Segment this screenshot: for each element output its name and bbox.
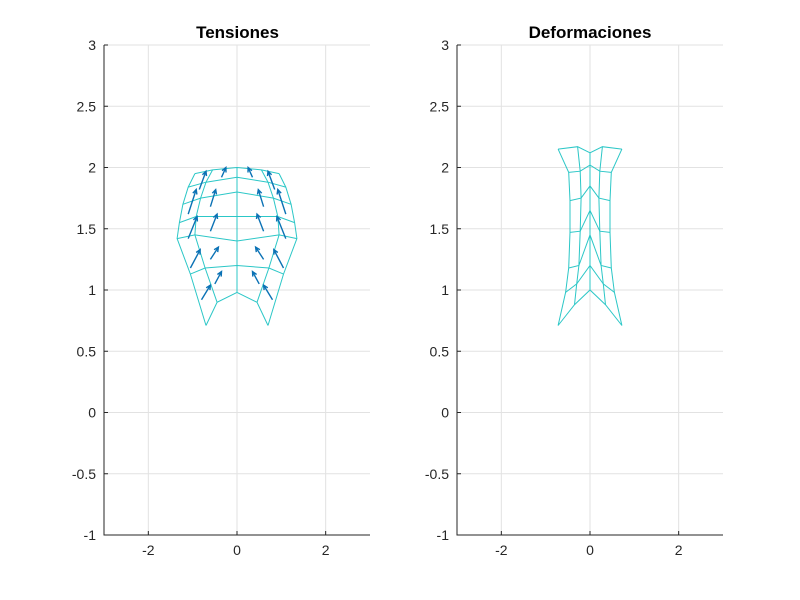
stress-arrow xyxy=(209,188,218,207)
axes-frame xyxy=(456,45,723,536)
stress-arrow xyxy=(189,248,201,269)
mesh-line xyxy=(179,216,295,224)
tensiones-plot: Tensiones -2 0 2 -1 -0.5 0 0.5 1 1.5 2 2.5 3 xyxy=(72,23,370,558)
x-tick-label: -2 xyxy=(142,542,155,558)
stress-arrow xyxy=(256,188,265,207)
y-tick-label: 1 xyxy=(88,282,96,298)
x-tick-label: -2 xyxy=(495,542,508,558)
x-tick-label: 2 xyxy=(675,542,683,558)
y-tick-label: 0.5 xyxy=(77,343,97,359)
stress-arrow xyxy=(187,214,199,239)
y-tick-label: 2.5 xyxy=(430,98,450,114)
x-tick-label: 0 xyxy=(586,542,594,558)
mesh-line xyxy=(557,148,571,326)
stress-arrow xyxy=(187,187,198,215)
y-tick-label: 2.5 xyxy=(77,98,97,114)
stress-arrow xyxy=(198,169,208,190)
stress-arrow xyxy=(254,245,265,260)
mesh-line xyxy=(568,164,612,173)
mesh-line xyxy=(190,264,284,275)
stress-arrow xyxy=(200,283,212,301)
axes-frame xyxy=(103,45,370,536)
y-tick-label: 2 xyxy=(441,160,449,176)
mesh-line xyxy=(188,176,286,188)
mesh-line xyxy=(194,166,280,175)
mesh-line xyxy=(558,146,622,154)
stress-arrow xyxy=(247,166,254,178)
y-tick-label: 1 xyxy=(441,282,449,298)
mesh-line xyxy=(574,146,582,305)
y-tick-label: 3 xyxy=(441,37,449,53)
y-tick-label: 0 xyxy=(88,405,96,421)
y-tick-label: -1 xyxy=(437,527,450,543)
stress-arrow xyxy=(276,187,287,215)
y-tick-label: -0.5 xyxy=(425,466,449,482)
mesh-line xyxy=(205,291,269,326)
y-tick-label: 3 xyxy=(88,37,96,53)
mesh-line xyxy=(569,185,611,202)
plot-title-deformaciones: Deformaciones xyxy=(529,23,652,42)
stress-arrow xyxy=(209,245,220,260)
mesh-line xyxy=(568,233,612,269)
x-tick-label: 0 xyxy=(233,542,241,558)
stress-arrow xyxy=(255,212,265,232)
y-tick-label: 1.5 xyxy=(77,221,97,237)
mesh-line xyxy=(569,209,611,233)
x-tick-label: 2 xyxy=(322,542,330,558)
deformaciones-plot: Deformaciones -2 0 2 -1 -0.5 0 0.5 1 1.5 2 2.5 3 xyxy=(425,23,723,558)
mesh-line xyxy=(598,146,606,305)
y-tick-label: -1 xyxy=(84,527,97,543)
y-tick-label: 0.5 xyxy=(430,343,450,359)
mesh-line xyxy=(557,289,623,326)
plot-title-tensiones: Tensiones xyxy=(196,23,279,42)
y-tick-label: -0.5 xyxy=(72,466,96,482)
mesh-line xyxy=(182,191,292,205)
y-tick-label: 1.5 xyxy=(430,221,450,237)
stress-arrow xyxy=(220,166,227,178)
stress-arrow xyxy=(275,214,287,239)
y-tick-label: 0 xyxy=(441,405,449,421)
stress-arrow xyxy=(209,212,219,232)
stress-arrow xyxy=(266,169,276,190)
stress-arrow xyxy=(273,248,285,269)
stress-arrow xyxy=(251,270,260,285)
mesh-line xyxy=(609,148,623,326)
stress-arrow xyxy=(262,283,274,301)
y-tick-label: 2 xyxy=(88,160,96,176)
mesh-line xyxy=(565,264,615,293)
stress-arrow xyxy=(214,270,223,285)
